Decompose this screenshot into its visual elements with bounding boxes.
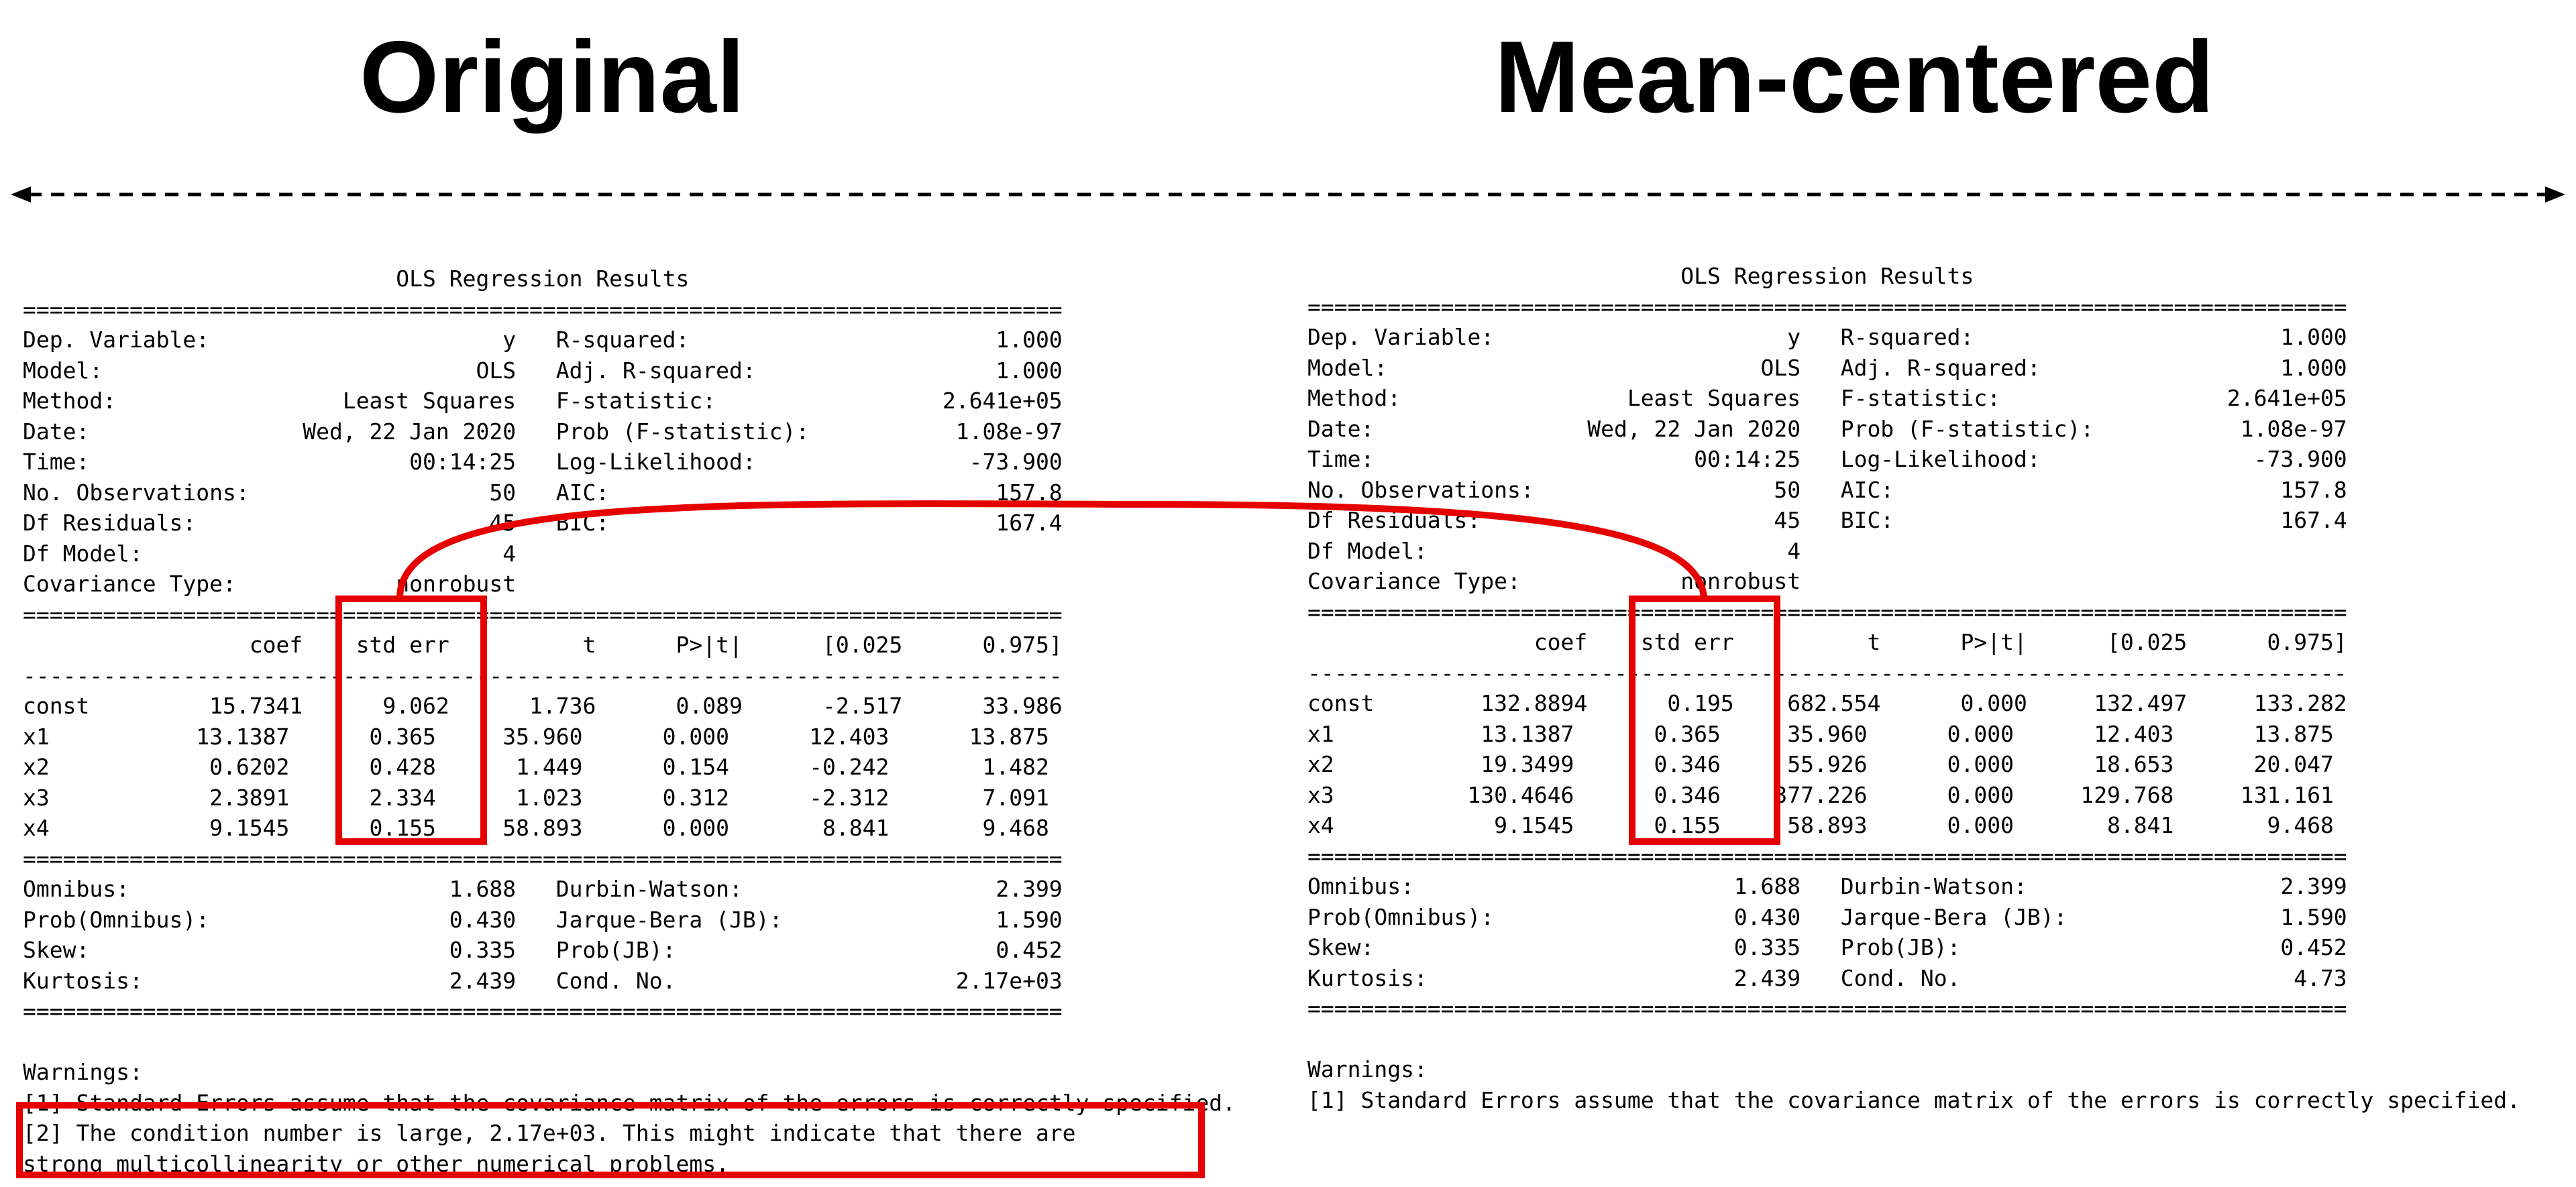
double-headed-dashed-arrow-icon — [11, 186, 2565, 203]
original-output-line: Prob(Omnibus): 0.430 Jarque-Bera (JB): 1… — [23, 906, 1063, 933]
centered-output-line: No. Observations: 50 AIC: 157.8 — [1307, 476, 2347, 503]
centered-output-line: x4 9.1545 0.155 58.893 0.000 8.841 9.468 — [1307, 812, 2334, 838]
original-output-line: Time: 00:14:25 Log-Likelihood: -73.900 — [23, 449, 1063, 475]
centered-output-line: Df Residuals: 45 BIC: 167.4 — [1307, 507, 2347, 533]
centered-output-line: ----------------------------------------… — [1307, 659, 2347, 686]
centered-output-line: Date: Wed, 22 Jan 2020 Prob (F-statistic… — [1307, 415, 2347, 442]
original-output-line: Df Model: 4 — [23, 540, 1063, 567]
original-output-line: Df Residuals: 45 BIC: 167.4 — [23, 510, 1063, 536]
centered-output-line: Prob(Omnibus): 0.430 Jarque-Bera (JB): 1… — [1307, 903, 2347, 930]
original-output-line: ========================================… — [23, 601, 1063, 628]
original-output-line: ========================================… — [23, 845, 1063, 872]
centered-output-line: x3 130.4646 0.346 377.226 0.000 129.768 … — [1307, 781, 2334, 808]
centered-output-line: Dep. Variable: y R-squared: 1.000 — [1307, 324, 2347, 350]
centered-output-line: ========================================… — [1307, 598, 2347, 625]
original-output-line: const 15.7341 9.062 1.736 0.089 -2.517 3… — [23, 693, 1063, 719]
centered-output-line: Kurtosis: 2.439 Cond. No. 4.73 — [1307, 964, 2347, 991]
original-output-line: Model: OLS Adj. R-squared: 1.000 — [23, 357, 1063, 384]
centered-output-line: Warnings: — [1307, 1056, 1428, 1082]
original-output-line: Method: Least Squares F-statistic: 2.641… — [23, 388, 1063, 414]
centered-output-line: [1] Standard Errors assume that the cova… — [1307, 1086, 2520, 1113]
original-output-line: ----------------------------------------… — [23, 662, 1063, 689]
centered-output-line: ========================================… — [1307, 293, 2347, 320]
original-output-line: x4 9.1545 0.155 58.893 0.000 8.841 9.468 — [23, 815, 1049, 841]
centered-output-line: ========================================… — [1307, 995, 2347, 1021]
centered-std-err-highlight — [1629, 596, 1780, 845]
centered-output-line: ========================================… — [1307, 842, 2347, 869]
centered-output-line: Model: OLS Adj. R-squared: 1.000 — [1307, 354, 2347, 381]
original-output-line: Date: Wed, 22 Jan 2020 Prob (F-statistic… — [23, 418, 1063, 445]
original-output-line: x3 2.3891 2.334 1.023 0.312 -2.312 7.091 — [23, 784, 1049, 811]
original-output-line: Warnings: — [23, 1059, 143, 1085]
centered-output-line: Omnibus: 1.688 Durbin-Watson: 2.399 — [1307, 873, 2347, 899]
original-regression-output: OLS Regression Results =================… — [23, 264, 1236, 1179]
condition-number-warning-highlight — [16, 1102, 1205, 1178]
original-output-line: x2 0.6202 0.428 1.449 0.154 -0.242 1.482 — [23, 754, 1049, 780]
original-output-line: Kurtosis: 2.439 Cond. No. 2.17e+03 — [23, 967, 1063, 994]
original-output-line: coef std err t P>|t| [0.025 0.975] — [23, 632, 1063, 658]
mean-centered-regression-output: OLS Regression Results =================… — [1307, 261, 2520, 1115]
centered-output-line: const 132.8894 0.195 682.554 0.000 132.4… — [1307, 690, 2347, 716]
centered-output-line: x2 19.3499 0.346 55.926 0.000 18.653 20.… — [1307, 751, 2334, 777]
original-output-line: No. Observations: 50 AIC: 157.8 — [23, 479, 1063, 506]
centered-output-line: Df Model: 4 — [1307, 537, 2347, 564]
centered-output-line: Covariance Type: nonrobust — [1307, 568, 2347, 594]
centered-output-line — [1307, 1024, 2520, 1055]
original-output-line: OLS Regression Results — [23, 266, 1063, 292]
original-std-err-highlight — [335, 596, 487, 845]
original-output-line — [23, 1027, 1236, 1058]
original-output-line: ========================================… — [23, 998, 1063, 1024]
original-output-line: ========================================… — [23, 296, 1063, 323]
centered-output-line: coef std err t P>|t| [0.025 0.975] — [1307, 629, 2347, 655]
original-output-line: Omnibus: 1.688 Durbin-Watson: 2.399 — [23, 876, 1063, 902]
original-output-line: Dep. Variable: y R-squared: 1.000 — [23, 327, 1063, 353]
centered-output-line: x1 13.1387 0.365 35.960 0.000 12.403 13.… — [1307, 720, 2334, 747]
original-output-line: Skew: 0.335 Prob(JB): 0.452 — [23, 937, 1063, 963]
original-output-line: Covariance Type: nonrobust — [23, 571, 1063, 597]
centered-output-line: OLS Regression Results — [1307, 263, 2347, 289]
centered-output-line: Time: 00:14:25 Log-Likelihood: -73.900 — [1307, 446, 2347, 472]
original-output-line: x1 13.1387 0.365 35.960 0.000 12.403 13.… — [23, 723, 1049, 750]
mean-centered-heading: Mean-centered — [1495, 20, 2214, 134]
original-heading: Original — [360, 20, 745, 134]
centered-output-line: Skew: 0.335 Prob(JB): 0.452 — [1307, 934, 2347, 960]
centered-output-line: Method: Least Squares F-statistic: 2.641… — [1307, 385, 2347, 411]
original-output-line: [2] The condition number is large, 2.17e… — [23, 1120, 1076, 1146]
